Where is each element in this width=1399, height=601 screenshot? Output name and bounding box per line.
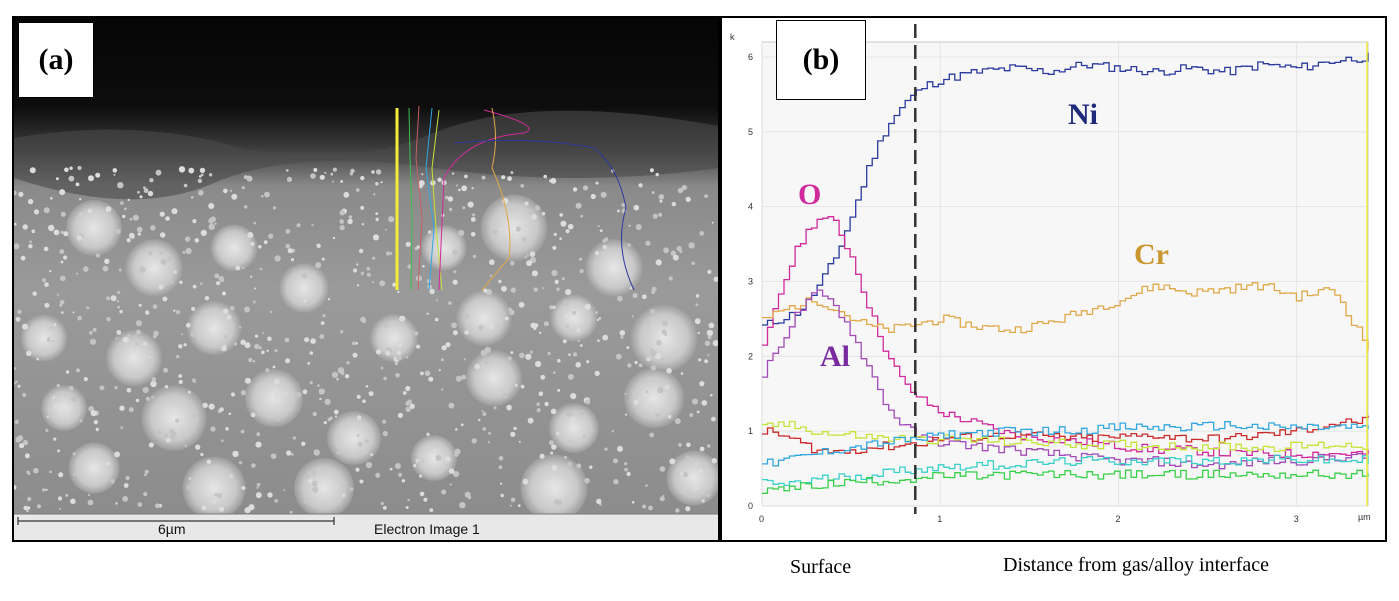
fine-precipitates [14,165,718,514]
precipitate-grain [66,200,122,256]
series-line-trace-7 [762,454,1369,487]
precipitate-grain [125,239,183,297]
o-label: O [798,178,822,211]
y-tick-label: 5 [748,127,753,137]
chart-series [762,52,1369,494]
precipitate-grain [369,313,419,363]
precipitate-grain [279,263,329,313]
precipitate-grain [623,367,685,429]
precipitate-grain [182,456,246,520]
precipitate-grain [294,458,354,518]
panel-a-label: (a) [18,22,94,98]
ni-label: Ni [1068,98,1098,131]
precipitate-grain [666,450,718,506]
surface-caption: Surface [790,556,852,578]
x-tick-label: 3 [1294,514,1299,524]
panel-b-label: (b) [776,20,866,100]
y-axis-ticks: 0 1 2 3 4 5 6 [748,52,753,511]
y-tick-label: 6 [748,52,753,62]
sem-micrograph [14,18,718,540]
precipitate-grain [186,300,242,356]
series-line-cr [762,282,1369,351]
precipitate-grain [105,329,163,387]
precipitate-grain [210,224,258,272]
series-line-trace-5 [762,420,1369,453]
precipitate-grain [327,411,381,465]
cr-label: Cr [1134,238,1169,271]
distance-caption: Distance from gas/alloy interface [1003,554,1269,576]
precipitate-grain [585,239,643,297]
precipitate-grain [20,314,68,362]
precipitate-grain [466,350,522,406]
linescan-chart-panel: 0 1 2 3 4 5 6 0 1 2 3 k µm (b) Ni O Cr Al [720,16,1387,542]
image-label: Electron Image 1 [374,521,480,537]
precipitate-grain [550,294,598,342]
x-tick-label: 2 [1115,514,1120,524]
x-tick-label: 1 [937,514,942,524]
linescan-profile [431,109,443,291]
series-line-trace-6 [762,421,1369,467]
x-tick-label: 0 [759,514,764,524]
precipitate-grain [244,368,304,428]
y-tick-label: 2 [748,351,753,361]
al-label: Al [820,340,850,373]
y-tick-label: 1 [748,426,753,436]
precipitate-grain [549,403,599,453]
precipitate-grain [421,225,467,271]
precipitate-grain [141,385,207,451]
linescan-profile [415,105,423,291]
linescan-profile [438,109,530,291]
precipitate-grain [456,290,512,346]
linescan-profile [408,107,413,291]
linescan-profile [481,107,511,291]
x-axis-ticks: 0 1 2 3 [759,514,1299,524]
linescan-profile [425,107,435,291]
series-line-trace-8 [762,469,1369,494]
y-tick-label: 3 [748,276,753,286]
sem-image-panel: (a) 6µm Electron Image 1 [12,16,720,542]
precipitate-grain [630,304,698,372]
precipitate-grain [411,435,457,481]
linescan-chart: 0 1 2 3 4 5 6 0 1 2 3 k µm [730,24,1371,524]
precipitate-grain [68,442,120,494]
x-unit-label: µm [1358,512,1371,522]
y-tick-label: 4 [748,202,753,212]
scale-bar-label: 6µm [158,521,186,537]
series-line-ni [762,52,1369,326]
precipitate-grain [520,454,588,522]
y-tick-label: 0 [748,501,753,511]
precipitate-grain [480,194,548,262]
y-unit-label: k [730,32,735,42]
linescan-profile [453,139,635,291]
